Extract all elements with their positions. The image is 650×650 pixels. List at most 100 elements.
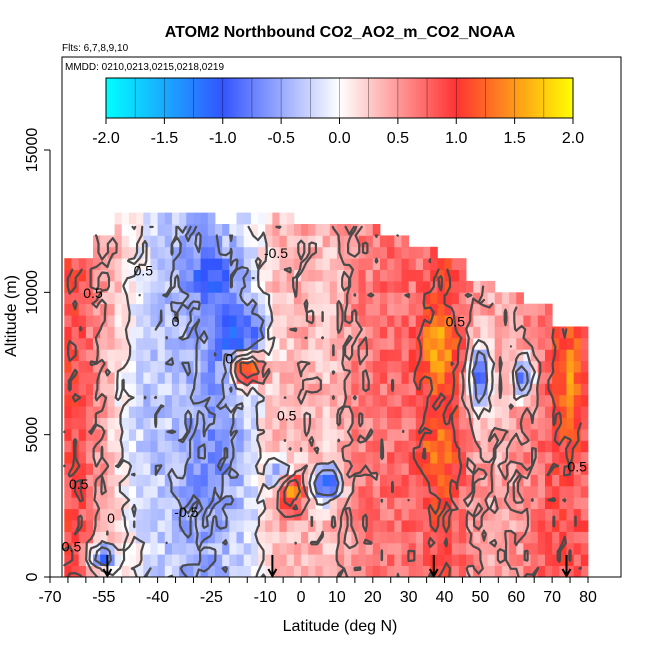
heatmap-cell [351,326,359,339]
heatmap-cell [559,451,567,464]
heatmap-cell [336,474,345,487]
heatmap-cell [322,429,331,441]
heatmap-cell [509,508,517,521]
heatmap-cell [200,485,209,498]
heatmap-cell [207,258,216,270]
heatmap-cell [358,429,367,441]
heatmap-cell [344,406,352,418]
heatmap-cell [437,554,445,566]
heatmap-cell [258,451,266,464]
heatmap-cell [286,383,295,396]
heatmap-cell [559,497,567,510]
heatmap-cell [258,303,266,316]
heatmap-cell [78,485,87,498]
heatmap-cell [466,280,474,293]
heatmap-cell [236,542,245,555]
heatmap-cell [150,383,158,396]
heatmap-cell [293,429,302,441]
heatmap-cell [171,349,180,362]
heatmap-cell [286,406,295,418]
heatmap-cell [136,337,144,350]
heatmap-cell [487,440,496,453]
heatmap-cell [193,269,202,282]
heatmap-cell [114,280,123,293]
heatmap-cell [200,531,209,544]
heatmap-cell [157,406,166,418]
heatmap-cell [207,531,216,544]
heatmap-cell [143,292,151,305]
heatmap-cell [272,417,280,430]
heatmap-cell [523,383,531,396]
heatmap-cell [501,440,510,453]
heatmap-cell [487,360,496,373]
heatmap-cell [458,303,467,316]
heatmap-cell [430,474,438,487]
heatmap-cell [107,474,115,487]
heatmap-cell [358,360,367,373]
heatmap-cell [107,417,115,430]
heatmap-cell [315,440,323,453]
heatmap-cell [186,542,194,555]
heatmap-cell [229,542,237,555]
heatmap-cell [451,349,460,362]
heatmap-cell [293,349,302,362]
heatmap-cell [236,212,245,225]
heatmap-cell [128,315,137,327]
heatmap-cell [265,497,273,510]
heatmap-cell [286,224,295,236]
heatmap-cell [336,542,345,555]
heatmap-cell [365,485,374,498]
heatmap-cell [329,497,338,510]
heatmap-cell [494,520,503,532]
heatmap-cell [207,224,216,236]
heatmap-cell [430,383,438,396]
heatmap-cell [222,360,230,373]
heatmap-cell [236,463,245,475]
heatmap-cell [100,497,108,510]
heatmap-cell [64,292,72,305]
heatmap-cell [451,451,460,464]
heatmap-cell [250,565,259,577]
heatmap-cell [530,303,539,316]
heatmap-cell [171,292,180,305]
heatmap-cell [150,508,158,521]
heatmap-cell [329,508,338,521]
heatmap-cell [423,451,431,464]
heatmap-cell [545,451,553,464]
heatmap-cell [258,485,266,498]
heatmap-cell [372,235,381,248]
heatmap-cell [444,542,453,555]
heatmap-cell [243,451,252,464]
heatmap-cell [329,417,338,430]
heatmap-cell [215,429,223,441]
heatmap-cell [85,497,94,510]
heatmap-cell [265,554,273,566]
heatmap-cell [186,531,194,544]
heatmap-cell [537,315,546,327]
heatmap-cell [494,337,503,350]
heatmap-cell [128,463,137,475]
heatmap-cell [200,280,209,293]
heatmap-cell [365,565,374,577]
heatmap-cell [351,258,359,270]
heatmap-cell [530,417,539,430]
heatmap-cell [293,554,302,566]
heatmap-cell [243,337,252,350]
contour-lines [63,225,582,577]
heatmap-cell [387,406,395,418]
heatmap-cell [358,337,367,350]
heatmap-cell [207,360,216,373]
heatmap-cell [279,497,288,510]
heatmap-cell [480,383,488,396]
heatmap-cell [394,337,402,350]
heatmap-cell [380,349,388,362]
heatmap-cell [179,337,187,350]
heatmap-cell [480,520,488,532]
heatmap-cell [451,440,460,453]
heatmap-cell [93,372,101,384]
heatmap-cell [329,554,338,566]
heatmap-cell [380,303,388,316]
heatmap-cell [466,440,474,453]
heatmap-cell [401,246,410,259]
heatmap-cell [150,565,158,577]
